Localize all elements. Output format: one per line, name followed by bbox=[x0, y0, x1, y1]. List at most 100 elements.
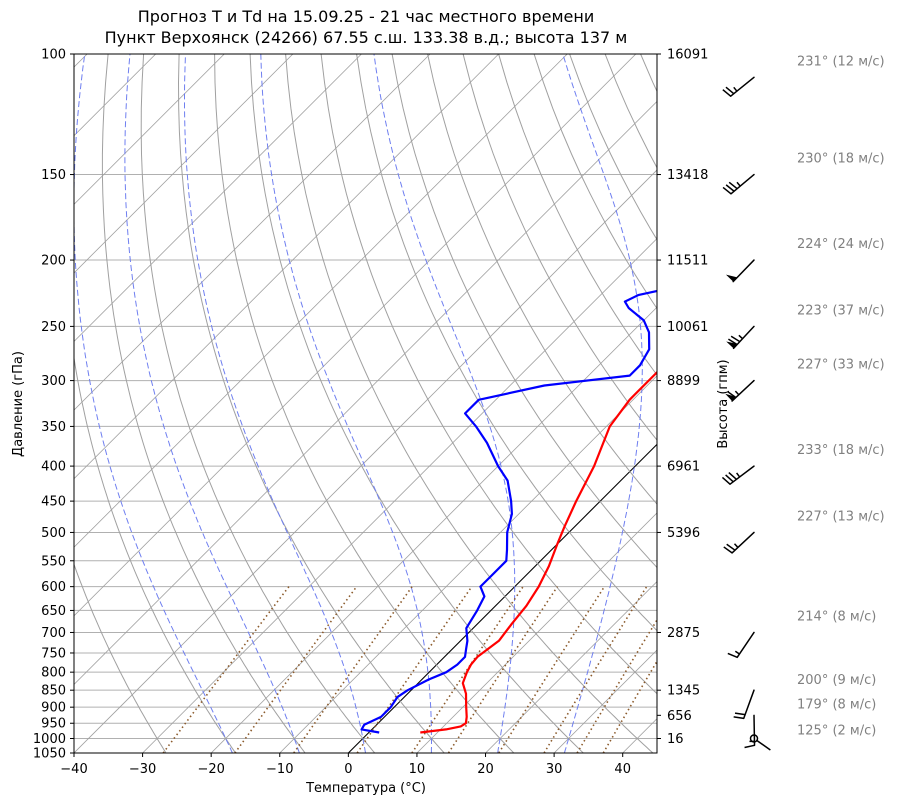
x-tick-label: 40 bbox=[614, 762, 631, 777]
mixing-ratio-line bbox=[576, 618, 657, 753]
moist-adiabat-line bbox=[124, 54, 300, 753]
y-tick-label: 600 bbox=[41, 580, 66, 595]
height-tick-label: 6961 bbox=[667, 460, 700, 475]
y-tick-label: 400 bbox=[41, 460, 66, 475]
wind-barb bbox=[749, 734, 771, 751]
isotherm-line bbox=[210, 306, 657, 753]
temperature-line bbox=[420, 370, 657, 734]
wind-barb bbox=[725, 259, 755, 283]
mixing-ratio-line bbox=[602, 659, 657, 753]
isotherm-line bbox=[74, 54, 362, 343]
moist-adiabat-line bbox=[260, 54, 432, 753]
wind-label: 224° (24 м/с) bbox=[797, 237, 885, 252]
mixing-ratio-line bbox=[234, 586, 358, 753]
wind-barbs: 231° (12 м/с) 230° (18 м/с) 224° (24 м/с) 2… bbox=[721, 54, 885, 751]
background-lines bbox=[74, 54, 900, 753]
mixing-ratio-line bbox=[411, 586, 524, 753]
wind-label: 214° (8 м/с) bbox=[797, 609, 876, 624]
height-tick-label: 8899 bbox=[667, 374, 700, 389]
isotherm-line bbox=[74, 54, 568, 548]
wind-barb bbox=[733, 689, 755, 720]
dry-adiabat-line bbox=[74, 354, 237, 753]
isotherm-line bbox=[416, 512, 657, 753]
y-tick-label: 950 bbox=[41, 717, 66, 732]
height-tick-label: 2875 bbox=[667, 626, 700, 641]
dry-adiabat-line bbox=[249, 54, 584, 753]
y-tick-label: 300 bbox=[41, 374, 66, 389]
dry-adiabat-line bbox=[101, 54, 306, 753]
wind-label: 227° (13 м/с) bbox=[797, 509, 885, 524]
zero-isotherm-line bbox=[347, 443, 657, 753]
moist-adiabat-line bbox=[74, 54, 233, 753]
y-tick-label: 850 bbox=[41, 684, 66, 699]
dry-adiabat-line bbox=[177, 54, 445, 753]
wind-barb bbox=[726, 325, 755, 350]
isotherm-line bbox=[485, 580, 657, 753]
dry-adiabat-line bbox=[391, 54, 657, 569]
wind-barb bbox=[722, 76, 755, 97]
isotherm-line bbox=[74, 100, 657, 685]
height-tick-label: 1345 bbox=[667, 684, 700, 699]
y-tick-label: 900 bbox=[41, 701, 66, 716]
y-tick-label: 1050 bbox=[33, 747, 66, 762]
y-tick-label: 700 bbox=[41, 626, 66, 641]
wind-barb bbox=[725, 379, 755, 402]
dry-adiabat-line bbox=[889, 54, 900, 753]
height-tick-label: 10061 bbox=[667, 320, 708, 335]
wind-label: 223° (37 м/с) bbox=[797, 303, 885, 318]
dry-adiabat-line bbox=[74, 562, 167, 753]
y-tick-label: 800 bbox=[41, 666, 66, 681]
mixing-ratio-line bbox=[543, 586, 648, 753]
wind-label: 230° (18 м/с) bbox=[797, 152, 885, 167]
y-tick-label: 650 bbox=[41, 604, 66, 619]
isotherm-line bbox=[74, 54, 225, 205]
y-tick-label: 500 bbox=[41, 526, 66, 541]
wind-label: 231° (12 м/с) bbox=[797, 54, 885, 69]
y-tick-label: 100 bbox=[41, 48, 66, 63]
wind-label: 233° (18 м/с) bbox=[797, 443, 885, 458]
x-tick-label: −40 bbox=[60, 762, 87, 777]
y-tick-label: 1000 bbox=[33, 732, 66, 747]
axes: −40 −30 −20 −10 0 10 20 30 40 100 150 200 250 300 350 4… bbox=[33, 48, 708, 778]
moist-adiabat-line bbox=[184, 54, 366, 753]
wind-label: 179° (8 м/с) bbox=[797, 697, 876, 712]
mixing-ratio-line bbox=[356, 586, 473, 753]
wind-label: 227° (33 м/с) bbox=[797, 358, 885, 373]
dry-adiabat-line bbox=[285, 54, 654, 753]
isotherm-line bbox=[74, 54, 431, 411]
profile-lines bbox=[360, 289, 657, 734]
isotherm-line bbox=[74, 54, 637, 617]
mixing-ratio-line bbox=[162, 586, 290, 753]
isotherm-line bbox=[74, 54, 294, 274]
x-tick-label: −20 bbox=[197, 762, 224, 777]
y-tick-label: 200 bbox=[41, 254, 66, 269]
wind-barb bbox=[722, 173, 755, 195]
chart-title-line2: Пункт Верхоянск (24266) 67.55 с.ш. 133.3… bbox=[104, 28, 628, 47]
mixing-ratio-line bbox=[447, 586, 559, 753]
height-tick-label: 16091 bbox=[667, 48, 708, 63]
y-tick-label: 450 bbox=[41, 495, 66, 510]
dry-adiabat-line bbox=[462, 54, 657, 441]
x-tick-label: 10 bbox=[409, 762, 426, 777]
x-tick-label: 30 bbox=[546, 762, 563, 777]
x-tick-label: −30 bbox=[129, 762, 156, 777]
plot-frame bbox=[73, 53, 658, 754]
y-tick-label: 550 bbox=[41, 554, 66, 569]
isotherm-line bbox=[142, 238, 657, 753]
height-tick-label: 5396 bbox=[667, 526, 700, 541]
x-tick-label: 0 bbox=[344, 762, 352, 777]
height-tick-label: 656 bbox=[667, 709, 692, 724]
y-tick-label: 250 bbox=[41, 320, 66, 335]
wind-barb bbox=[744, 714, 756, 749]
dry-adiabat-line bbox=[214, 54, 515, 753]
chart-title-line1: Прогноз T и Td на 15.09.25 - 21 час мест… bbox=[137, 7, 595, 26]
wind-barb bbox=[723, 531, 755, 554]
dry-adiabat-line bbox=[140, 54, 376, 753]
wind-barb bbox=[727, 631, 755, 659]
height-tick-label: 11511 bbox=[667, 254, 708, 269]
y-axis-label: Давление (гПа) bbox=[11, 351, 26, 457]
moist-adiabat-line bbox=[562, 54, 643, 753]
isotherm-line bbox=[74, 54, 499, 480]
y-tick-label: 150 bbox=[41, 168, 66, 183]
wind-barb bbox=[721, 465, 755, 485]
